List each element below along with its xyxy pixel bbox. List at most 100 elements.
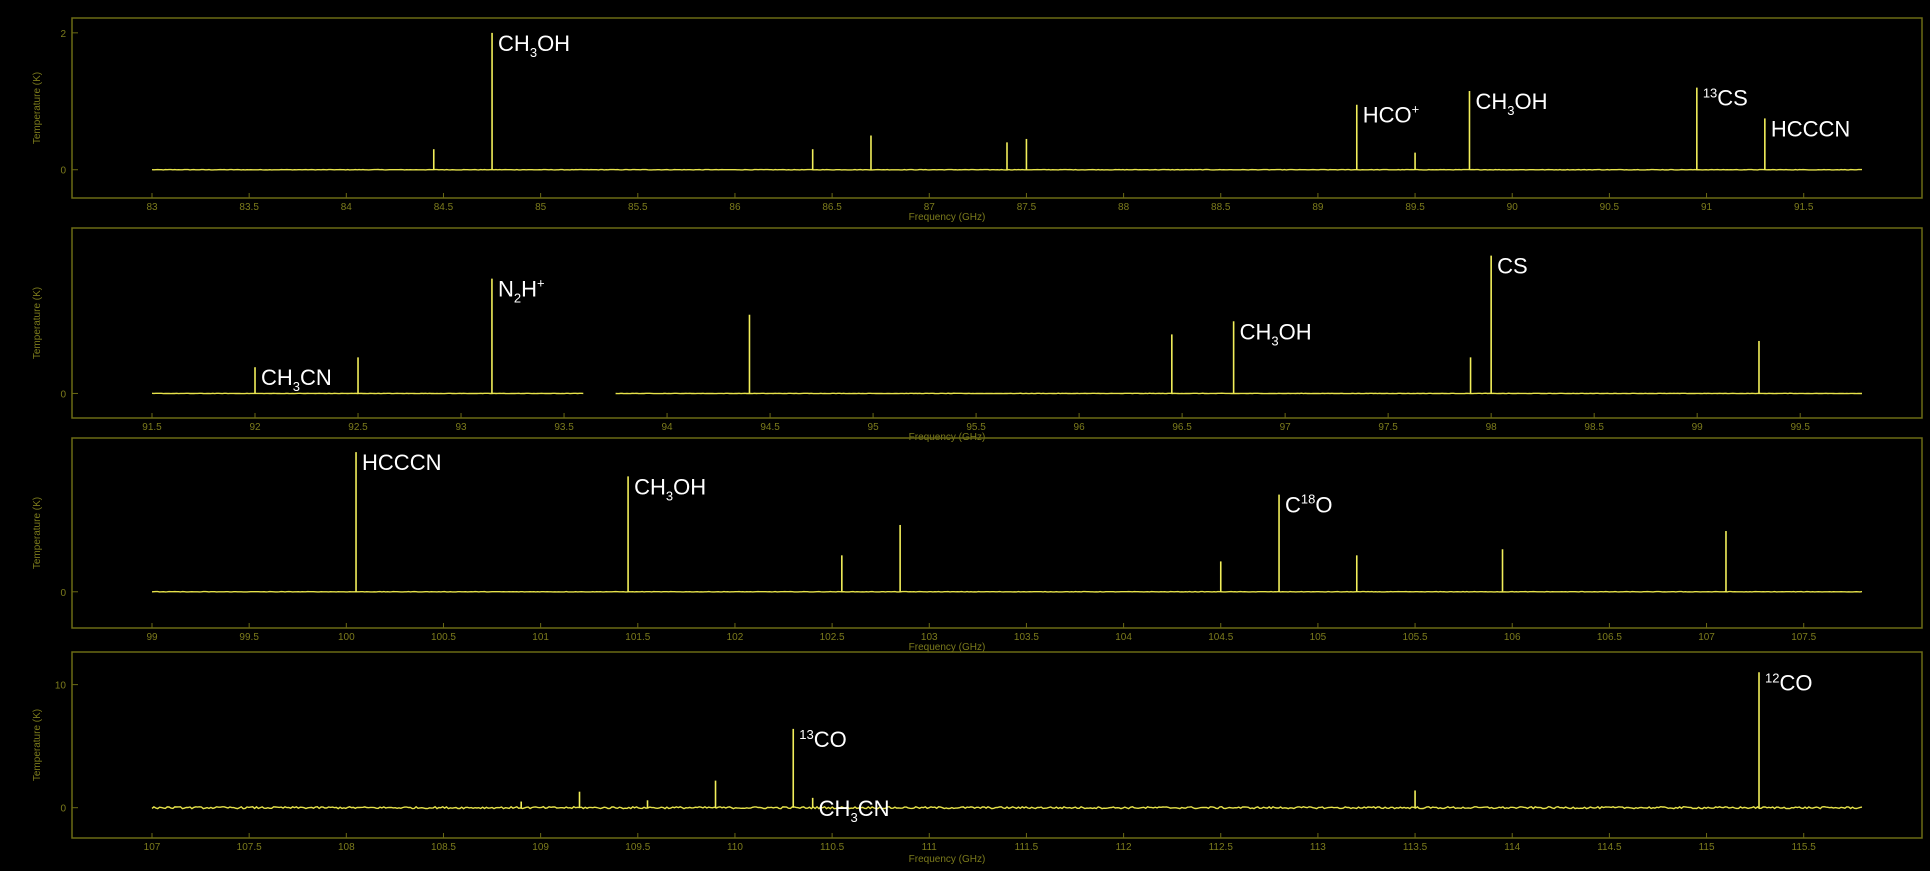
line-annotation: CS (1497, 254, 1528, 279)
x-tick-label: 95 (868, 422, 880, 433)
x-tick-label: 102.5 (820, 632, 845, 643)
species-name: CH (261, 365, 293, 390)
x-tick-label: 92 (249, 422, 261, 433)
y-tick-label: 2 (60, 29, 66, 40)
species-name: HCCCN (1771, 116, 1850, 141)
x-tick-label: 90.5 (1600, 202, 1620, 213)
isotope-superscript: 13 (799, 727, 813, 742)
line-annotation: HCCCN (1771, 116, 1850, 141)
x-tick-label: 88 (1118, 202, 1130, 213)
x-tick-label: 100 (338, 632, 355, 643)
subscript: 3 (293, 379, 300, 394)
x-tick-label: 98.5 (1584, 422, 1604, 433)
x-tick-label: 89.5 (1405, 202, 1425, 213)
species-rest: OH (1514, 89, 1547, 114)
x-tick-label: 115.5 (1792, 842, 1817, 853)
x-tick-label: 90 (1507, 202, 1519, 213)
species-name: CS (1497, 254, 1528, 279)
species-name: CH (819, 796, 851, 821)
y-tick-label: 0 (60, 166, 66, 177)
subscript: 3 (1271, 333, 1278, 348)
x-tick-label: 101.5 (625, 632, 650, 643)
x-tick-label: 108 (338, 842, 355, 853)
x-tick-label: 94 (661, 422, 673, 433)
x-tick-label: 92.5 (348, 422, 368, 433)
subscript: 2 (514, 291, 521, 306)
x-axis-label: Frequency (GHz) (909, 212, 986, 223)
species-rest: OH (1279, 319, 1312, 344)
species-name: CO (1779, 670, 1812, 695)
x-tick-label: 109 (532, 842, 549, 853)
subscript: 3 (1507, 103, 1514, 118)
x-tick-label: 84 (341, 202, 353, 213)
x-tick-label: 93 (455, 422, 467, 433)
superscript: + (1412, 102, 1420, 117)
x-axis-label: Frequency (GHz) (909, 854, 986, 865)
isotope-superscript: 13 (1703, 86, 1717, 101)
x-tick-label: 110 (727, 842, 743, 853)
x-tick-label: 113 (1310, 842, 1326, 853)
x-tick-label: 88.5 (1211, 202, 1231, 213)
x-tick-label: 98 (1486, 422, 1498, 433)
x-tick-label: 89 (1312, 202, 1324, 213)
subscript: 3 (850, 810, 857, 825)
x-tick-label: 114 (1504, 842, 1520, 853)
x-tick-label: 107.5 (1791, 632, 1816, 643)
x-tick-label: 102 (727, 632, 744, 643)
isotope-superscript: 12 (1765, 670, 1779, 685)
x-tick-label: 85.5 (628, 202, 648, 213)
superscript: 18 (1301, 492, 1315, 507)
x-tick-label: 96.5 (1172, 422, 1192, 433)
x-tick-label: 110.5 (820, 842, 845, 853)
x-tick-label: 85 (535, 202, 547, 213)
species-rest: CN (858, 796, 890, 821)
species-name: CH (634, 474, 666, 499)
species-name: CO (814, 727, 847, 752)
x-tick-label: 112 (1116, 842, 1132, 853)
species-name: CS (1717, 86, 1748, 111)
x-tick-label: 94.5 (760, 422, 780, 433)
x-tick-label: 104.5 (1208, 632, 1233, 643)
x-tick-label: 113.5 (1403, 842, 1428, 853)
species-rest: H (521, 277, 537, 302)
subscript: 3 (666, 488, 673, 503)
x-tick-label: 101 (532, 632, 549, 643)
x-tick-label: 99.5 (1790, 422, 1810, 433)
y-tick-label: 0 (60, 588, 66, 599)
x-tick-label: 99.5 (239, 632, 259, 643)
species-name: CH (498, 31, 530, 56)
y-tick-label: 0 (60, 389, 66, 400)
x-tick-label: 100.5 (431, 632, 456, 643)
x-tick-label: 107 (1698, 632, 1715, 643)
x-tick-label: 105 (1310, 632, 1327, 643)
y-axis-label: Temperature (K) (32, 497, 43, 569)
x-tick-label: 111.5 (1015, 842, 1039, 853)
x-tick-label: 86.5 (822, 202, 842, 213)
species-name: CH (1475, 89, 1507, 114)
species-rest: O (1315, 493, 1332, 518)
species-rest: CN (300, 365, 332, 390)
x-tick-label: 84.5 (434, 202, 454, 213)
species-name: HCCCN (362, 450, 441, 475)
x-tick-label: 112.5 (1209, 842, 1234, 853)
species-rest: OH (673, 474, 706, 499)
x-tick-label: 93.5 (554, 422, 574, 433)
line-annotation: HCCCN (362, 450, 441, 475)
x-tick-label: 105.5 (1403, 632, 1428, 643)
superscript: + (537, 276, 545, 291)
x-tick-label: 109.5 (625, 842, 650, 853)
x-tick-label: 104 (1115, 632, 1132, 643)
species-name: N (498, 277, 514, 302)
x-tick-label: 108.5 (431, 842, 456, 853)
x-tick-label: 103.5 (1014, 632, 1039, 643)
y-axis-label: Temperature (K) (32, 72, 43, 144)
x-tick-label: 114.5 (1597, 842, 1622, 853)
x-tick-label: 96 (1074, 422, 1086, 433)
x-tick-label: 106.5 (1597, 632, 1622, 643)
x-tick-label: 107.5 (237, 842, 262, 853)
x-tick-label: 115 (1699, 842, 1715, 853)
y-axis-label: Temperature (K) (32, 287, 43, 359)
x-tick-label: 83 (146, 202, 158, 213)
x-tick-label: 86 (729, 202, 741, 213)
